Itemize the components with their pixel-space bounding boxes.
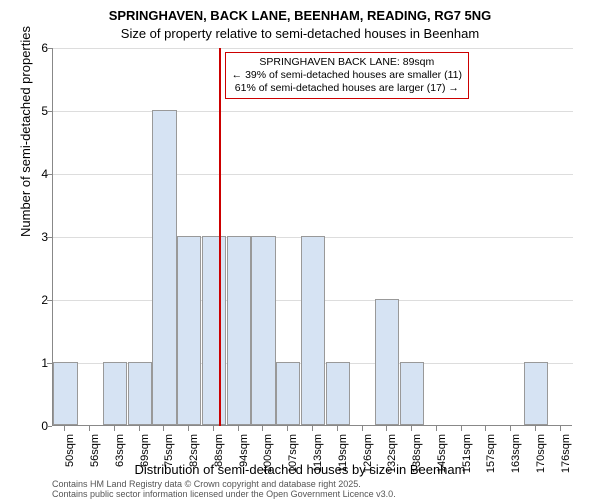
histogram-bar bbox=[152, 110, 176, 425]
x-tick-mark bbox=[238, 426, 239, 431]
y-axis-label: Number of semi-detached properties bbox=[18, 26, 33, 237]
histogram-bar bbox=[227, 236, 251, 425]
histogram-bar bbox=[128, 362, 152, 425]
x-tick-mark bbox=[485, 426, 486, 431]
x-tick-label: 163sqm bbox=[510, 434, 522, 474]
x-tick-mark bbox=[535, 426, 536, 431]
x-tick-label: 132sqm bbox=[386, 434, 398, 474]
x-tick-mark bbox=[560, 426, 561, 431]
x-tick-mark bbox=[386, 426, 387, 431]
x-tick-label: 138sqm bbox=[411, 434, 423, 474]
x-tick-mark bbox=[64, 426, 65, 431]
annotation-line2: ← 39% of semi-detached houses are smalle… bbox=[232, 69, 462, 82]
x-tick-label: 94sqm bbox=[238, 434, 250, 474]
x-tick-mark bbox=[510, 426, 511, 431]
x-tick-label: 126sqm bbox=[362, 434, 374, 474]
y-tick-label: 0 bbox=[34, 419, 48, 433]
y-tick-mark bbox=[47, 48, 52, 49]
x-tick-mark bbox=[114, 426, 115, 431]
marker-line bbox=[219, 48, 221, 426]
chart-container: SPRINGHAVEN, BACK LANE, BEENHAM, READING… bbox=[0, 0, 600, 500]
x-tick-label: 157sqm bbox=[485, 434, 497, 474]
x-tick-label: 100sqm bbox=[262, 434, 274, 474]
x-tick-label: 75sqm bbox=[163, 434, 175, 474]
x-tick-label: 145sqm bbox=[436, 434, 448, 474]
x-tick-mark bbox=[213, 426, 214, 431]
histogram-bar bbox=[400, 362, 424, 425]
x-tick-mark bbox=[312, 426, 313, 431]
footer-copyright-2: Contains public sector information licen… bbox=[52, 489, 396, 499]
y-tick-label: 1 bbox=[34, 356, 48, 370]
footer-copyright-1: Contains HM Land Registry data © Crown c… bbox=[52, 479, 361, 489]
histogram-bar bbox=[103, 362, 127, 425]
y-tick-label: 3 bbox=[34, 230, 48, 244]
y-tick-mark bbox=[47, 363, 52, 364]
y-tick-mark bbox=[47, 174, 52, 175]
chart-title-line2: Size of property relative to semi-detach… bbox=[0, 26, 600, 41]
grid-line bbox=[53, 48, 573, 49]
histogram-bar bbox=[53, 362, 77, 425]
y-tick-label: 4 bbox=[34, 167, 48, 181]
histogram-bar bbox=[276, 362, 300, 425]
x-tick-label: 176sqm bbox=[560, 434, 572, 474]
x-tick-label: 56sqm bbox=[89, 434, 101, 474]
x-tick-mark bbox=[163, 426, 164, 431]
x-tick-mark bbox=[262, 426, 263, 431]
x-tick-mark bbox=[89, 426, 90, 431]
x-tick-label: 113sqm bbox=[312, 434, 324, 474]
x-tick-label: 107sqm bbox=[287, 434, 299, 474]
y-tick-label: 2 bbox=[34, 293, 48, 307]
y-tick-label: 5 bbox=[34, 104, 48, 118]
x-tick-label: 151sqm bbox=[461, 434, 473, 474]
y-tick-label: 6 bbox=[34, 41, 48, 55]
x-tick-mark bbox=[362, 426, 363, 431]
annotation-line1: SPRINGHAVEN BACK LANE: 89sqm bbox=[232, 56, 462, 69]
x-tick-mark bbox=[337, 426, 338, 431]
chart-title-line1: SPRINGHAVEN, BACK LANE, BEENHAM, READING… bbox=[0, 8, 600, 23]
y-tick-mark bbox=[47, 300, 52, 301]
plot-area: SPRINGHAVEN BACK LANE: 89sqm← 39% of sem… bbox=[52, 48, 572, 426]
x-tick-label: 82sqm bbox=[188, 434, 200, 474]
y-tick-mark bbox=[47, 237, 52, 238]
x-tick-mark bbox=[411, 426, 412, 431]
x-tick-label: 50sqm bbox=[64, 434, 76, 474]
y-tick-mark bbox=[47, 426, 52, 427]
grid-line bbox=[53, 174, 573, 175]
grid-line bbox=[53, 111, 573, 112]
x-tick-mark bbox=[188, 426, 189, 431]
annotation-box: SPRINGHAVEN BACK LANE: 89sqm← 39% of sem… bbox=[225, 52, 469, 99]
x-tick-mark bbox=[461, 426, 462, 431]
histogram-bar bbox=[177, 236, 201, 425]
x-tick-label: 170sqm bbox=[535, 434, 547, 474]
y-tick-mark bbox=[47, 111, 52, 112]
histogram-bar bbox=[326, 362, 350, 425]
x-tick-label: 119sqm bbox=[337, 434, 349, 474]
histogram-bar bbox=[375, 299, 399, 425]
x-tick-label: 63sqm bbox=[114, 434, 126, 474]
x-tick-mark bbox=[139, 426, 140, 431]
histogram-bar bbox=[301, 236, 325, 425]
x-tick-mark bbox=[436, 426, 437, 431]
annotation-line3: 61% of semi-detached houses are larger (… bbox=[232, 82, 462, 95]
x-tick-mark bbox=[287, 426, 288, 431]
histogram-bar bbox=[524, 362, 548, 425]
histogram-bar bbox=[202, 236, 226, 425]
x-tick-label: 69sqm bbox=[139, 434, 151, 474]
x-tick-label: 88sqm bbox=[213, 434, 225, 474]
histogram-bar bbox=[251, 236, 275, 425]
